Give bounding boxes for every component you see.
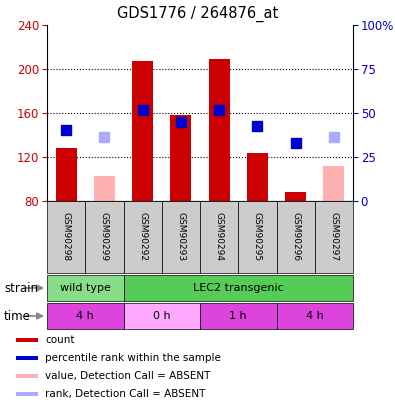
- Bar: [162, 201, 200, 273]
- Text: value, Detection Call = ABSENT: value, Detection Call = ABSENT: [45, 371, 211, 381]
- Bar: [47, 201, 85, 273]
- Bar: [324, 166, 344, 201]
- Text: GSM90296: GSM90296: [291, 213, 300, 262]
- Text: rank, Detection Call = ABSENT: rank, Detection Call = ABSENT: [45, 389, 206, 399]
- Text: LEC2 transgenic: LEC2 transgenic: [193, 283, 284, 293]
- Bar: [16, 374, 38, 378]
- Bar: [85, 201, 124, 273]
- Bar: [209, 59, 229, 201]
- Bar: [16, 392, 38, 396]
- Bar: [285, 192, 306, 201]
- Text: strain: strain: [4, 281, 38, 294]
- Bar: [47, 275, 124, 301]
- Bar: [94, 176, 115, 201]
- Text: GSM90298: GSM90298: [62, 213, 71, 262]
- Bar: [200, 201, 238, 273]
- Text: 4 h: 4 h: [76, 311, 94, 321]
- Bar: [124, 201, 162, 273]
- Text: percentile rank within the sample: percentile rank within the sample: [45, 353, 221, 363]
- Bar: [16, 338, 38, 342]
- Text: GSM90294: GSM90294: [214, 213, 224, 262]
- Bar: [200, 303, 276, 329]
- Bar: [16, 356, 38, 360]
- Text: 4 h: 4 h: [306, 311, 324, 321]
- Text: GSM90292: GSM90292: [138, 213, 147, 262]
- Text: GDS1776 / 264876_at: GDS1776 / 264876_at: [117, 6, 278, 22]
- Bar: [124, 303, 200, 329]
- Text: GSM90293: GSM90293: [177, 213, 185, 262]
- Bar: [47, 303, 124, 329]
- Bar: [124, 275, 353, 301]
- Bar: [276, 201, 315, 273]
- Text: 1 h: 1 h: [229, 311, 247, 321]
- Text: GSM90299: GSM90299: [100, 213, 109, 262]
- Bar: [170, 115, 192, 201]
- Text: GSM90295: GSM90295: [253, 213, 262, 262]
- Text: time: time: [4, 309, 31, 322]
- Text: 0 h: 0 h: [153, 311, 171, 321]
- Text: GSM90297: GSM90297: [329, 213, 339, 262]
- Bar: [132, 61, 153, 201]
- Bar: [247, 153, 268, 201]
- Bar: [238, 201, 276, 273]
- Bar: [56, 148, 77, 201]
- Text: count: count: [45, 335, 75, 345]
- Bar: [315, 201, 353, 273]
- Bar: [276, 303, 353, 329]
- Text: wild type: wild type: [60, 283, 111, 293]
